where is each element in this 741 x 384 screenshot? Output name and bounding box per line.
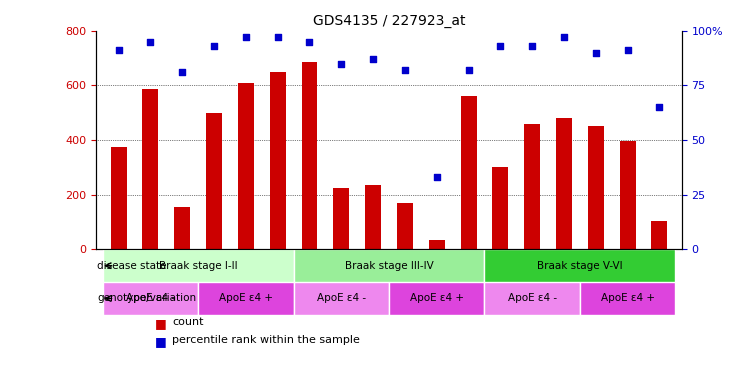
FancyBboxPatch shape <box>103 282 198 315</box>
Bar <box>333 188 349 249</box>
Bar <box>588 126 604 249</box>
Text: ApoE ε4 -: ApoE ε4 - <box>126 293 175 303</box>
Bar <box>493 167 508 249</box>
Text: ApoE ε4 +: ApoE ε4 + <box>219 293 273 303</box>
FancyBboxPatch shape <box>103 249 293 282</box>
Text: ApoE ε4 +: ApoE ε4 + <box>410 293 464 303</box>
Bar <box>524 124 540 249</box>
Text: Braak stage V-VI: Braak stage V-VI <box>537 261 622 271</box>
Text: Braak stage III-IV: Braak stage III-IV <box>345 261 433 271</box>
FancyBboxPatch shape <box>580 282 675 315</box>
Point <box>144 38 156 45</box>
FancyBboxPatch shape <box>293 282 389 315</box>
Text: count: count <box>173 317 204 327</box>
Point <box>304 38 316 45</box>
FancyBboxPatch shape <box>389 282 485 315</box>
Title: GDS4135 / 227923_at: GDS4135 / 227923_at <box>313 14 465 28</box>
Bar <box>174 207 190 249</box>
Point <box>558 34 570 40</box>
Bar <box>238 83 254 249</box>
Point <box>431 174 442 180</box>
Bar <box>397 203 413 249</box>
Text: ApoE ε4 +: ApoE ε4 + <box>601 293 654 303</box>
Point <box>494 43 506 49</box>
Bar <box>302 62 317 249</box>
Point <box>462 67 474 73</box>
Text: ApoE ε4 -: ApoE ε4 - <box>508 293 556 303</box>
Bar <box>206 113 222 249</box>
Text: ApoE ε4 -: ApoE ε4 - <box>316 293 366 303</box>
Text: percentile rank within the sample: percentile rank within the sample <box>173 335 360 345</box>
Point <box>399 67 411 73</box>
Text: ■: ■ <box>155 317 167 330</box>
Point <box>208 43 220 49</box>
FancyBboxPatch shape <box>485 249 675 282</box>
Point <box>240 34 252 40</box>
Point <box>336 60 348 66</box>
Text: genotype/variation: genotype/variation <box>97 293 196 303</box>
Point <box>272 34 284 40</box>
Text: Braak stage I-II: Braak stage I-II <box>159 261 237 271</box>
Bar <box>461 96 476 249</box>
Bar <box>619 141 636 249</box>
FancyBboxPatch shape <box>485 282 580 315</box>
Bar <box>270 72 285 249</box>
Point <box>590 50 602 56</box>
Bar <box>556 118 572 249</box>
Point <box>622 47 634 53</box>
Point <box>368 56 379 62</box>
Bar <box>651 221 668 249</box>
Point <box>526 43 538 49</box>
FancyBboxPatch shape <box>198 282 293 315</box>
Point <box>654 104 665 110</box>
Bar <box>365 185 381 249</box>
Bar <box>429 240 445 249</box>
Point <box>113 47 124 53</box>
Point <box>176 69 188 75</box>
Text: disease state: disease state <box>97 261 167 271</box>
Text: ■: ■ <box>155 335 167 348</box>
Bar <box>142 89 159 249</box>
Bar <box>110 147 127 249</box>
FancyBboxPatch shape <box>293 249 485 282</box>
